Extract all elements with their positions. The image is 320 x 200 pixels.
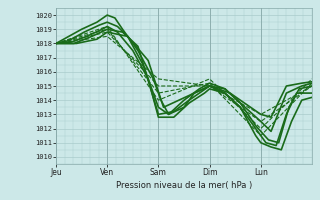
X-axis label: Pression niveau de la mer( hPa ): Pression niveau de la mer( hPa )	[116, 181, 252, 190]
